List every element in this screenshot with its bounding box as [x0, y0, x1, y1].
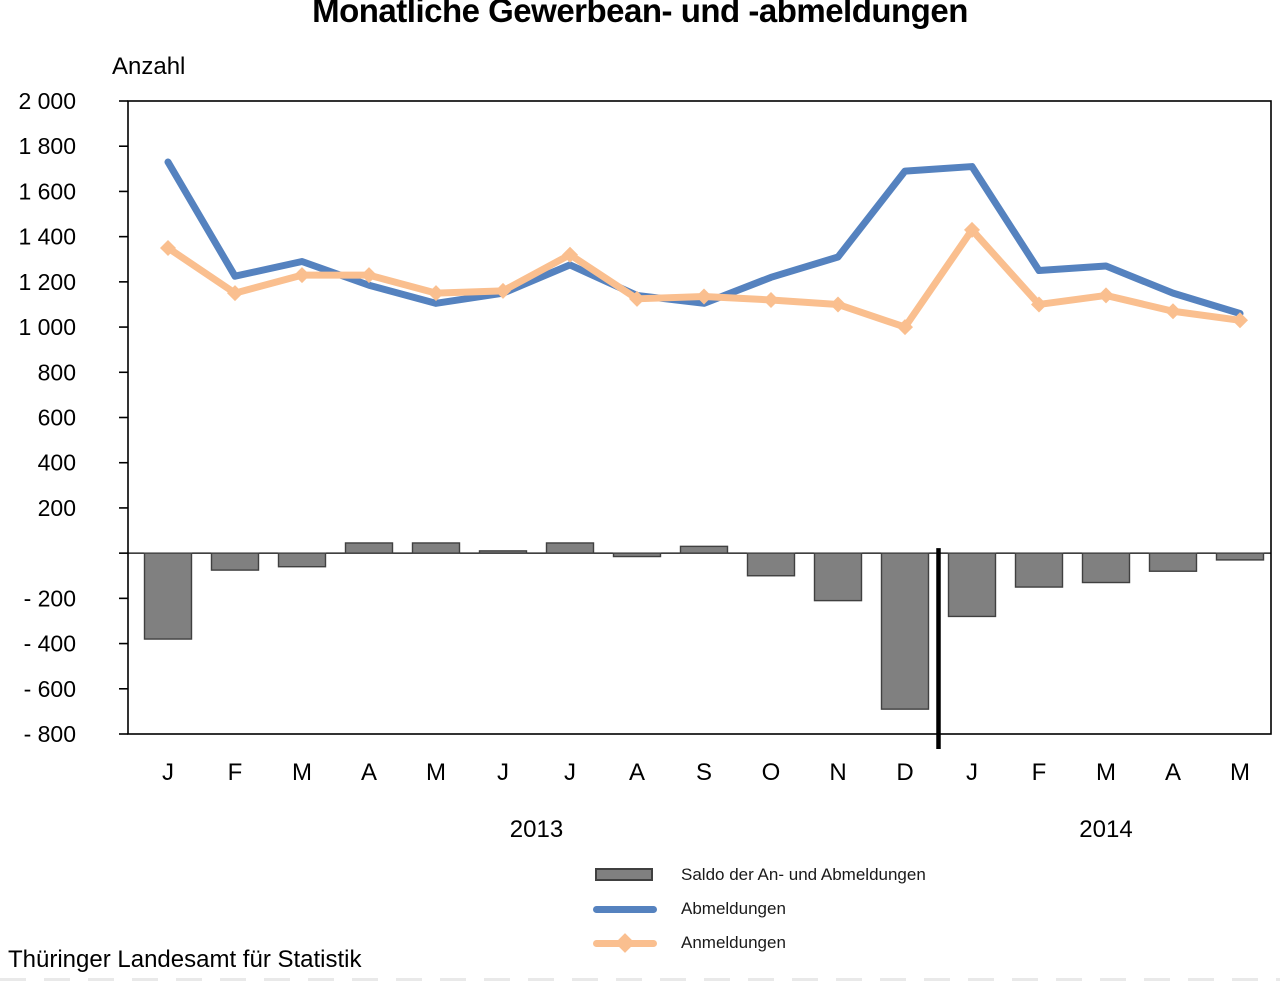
saldo-bar [478, 550, 528, 554]
month-label: D [896, 759, 913, 786]
month-label: J [564, 759, 576, 786]
saldo-bar [1014, 552, 1064, 588]
chart-title: Monatliche Gewerbean- und -abmeldungen [312, 0, 968, 29]
y-tick-label: - 800 [24, 721, 76, 747]
month-label: J [966, 759, 978, 786]
saldo-bar [947, 552, 997, 618]
saldo-bar [143, 552, 193, 640]
abmeldungen-swatch-icon [593, 892, 657, 926]
anmeldungen-marker [361, 267, 377, 284]
legend-label-anmeldungen: Anmeldungen [681, 933, 786, 952]
saldo-bar [880, 552, 930, 710]
y-tick-label: - 200 [24, 585, 76, 611]
saldo-bar [277, 552, 327, 568]
month-label: M [1230, 759, 1250, 786]
anmeldungen-marker [428, 285, 444, 302]
y-tick-label: 2 000 [18, 88, 76, 114]
month-label: O [762, 759, 781, 786]
anmeldungen-marker [1165, 303, 1181, 320]
anmeldungen-marker [1031, 296, 1047, 313]
month-label: N [829, 759, 846, 786]
saldo-bar [210, 552, 260, 571]
legend-item-anmeldungen: Anmeldungen [593, 926, 926, 960]
saldo-bar [1215, 552, 1265, 561]
saldo-bar [545, 542, 595, 554]
legend-label-abmeldungen: Abmeldungen [681, 899, 786, 918]
plot-frame [127, 100, 1272, 735]
anmeldungen-marker [1098, 287, 1114, 304]
anmeldungen-marker [1232, 312, 1248, 329]
y-tick-label: 1 400 [18, 224, 76, 250]
y-tick-label: 1 000 [18, 314, 76, 340]
saldo-bar [746, 552, 796, 577]
saldo-bar [411, 542, 461, 554]
anmeldungen-marker [763, 291, 779, 308]
year-label: 2013 [510, 816, 563, 843]
legend-item-abmeldungen: Abmeldungen [593, 892, 926, 926]
y-tick-label: - 600 [24, 676, 76, 702]
month-label: A [1165, 759, 1181, 786]
month-label: J [497, 759, 509, 786]
y-tick-label: 800 [38, 359, 76, 385]
y-tick-label: 600 [38, 405, 76, 431]
saldo-bar [679, 545, 729, 554]
y-tick-label: 1 600 [18, 178, 76, 204]
anmeldungen-marker [562, 246, 578, 263]
month-label: A [629, 759, 645, 786]
month-label: J [162, 759, 174, 786]
anmeldungen-marker [897, 319, 913, 336]
saldo-swatch-icon [593, 858, 657, 892]
source-attribution: Thüringer Landesamt für Statistik [8, 946, 362, 973]
y-tick-label: 200 [38, 495, 76, 521]
anmeldungen-line [164, 226, 1244, 331]
legend: Saldo der An- und Abmeldungen Abmeldunge… [593, 858, 926, 960]
month-label: M [1096, 759, 1116, 786]
anmeldungen-marker [830, 296, 846, 313]
anmeldungen-marker [696, 288, 712, 305]
legend-item-saldo: Saldo der An- und Abmeldungen [593, 858, 926, 892]
anmeldungen-marker [629, 290, 645, 307]
anmeldungen-marker [964, 221, 980, 238]
month-label: M [426, 759, 446, 786]
anmeldungen-swatch-icon [593, 926, 657, 960]
anmeldungen-marker [227, 285, 243, 302]
anmeldungen-diamond-marker [615, 933, 635, 953]
y-axis-title: Anzahl [112, 53, 186, 80]
month-label: M [292, 759, 312, 786]
y-tick-label: 1 800 [18, 133, 76, 159]
saldo-bar [344, 542, 394, 554]
month-label: F [1032, 759, 1047, 786]
y-tick-label: - 400 [24, 631, 76, 657]
saldo-bar [1081, 552, 1131, 584]
year-label: 2014 [1079, 816, 1132, 843]
y-tick-label: 400 [38, 450, 76, 476]
abmeldungen-line-swatch [593, 906, 657, 913]
month-label: A [361, 759, 377, 786]
legend-label-saldo: Saldo der An- und Abmeldungen [681, 865, 926, 884]
saldo-bar [813, 552, 863, 602]
page-bottom-artifact [0, 978, 1280, 981]
saldo-bar [1148, 552, 1198, 572]
y-tick-label: 1 200 [18, 269, 76, 295]
anmeldungen-marker [160, 239, 176, 256]
anmeldungen-marker [294, 267, 310, 284]
anmeldungen-marker [495, 282, 511, 299]
saldo-bar-swatch [595, 868, 653, 881]
month-label: F [228, 759, 243, 786]
saldo-bar [612, 552, 662, 558]
month-label: S [696, 759, 712, 786]
